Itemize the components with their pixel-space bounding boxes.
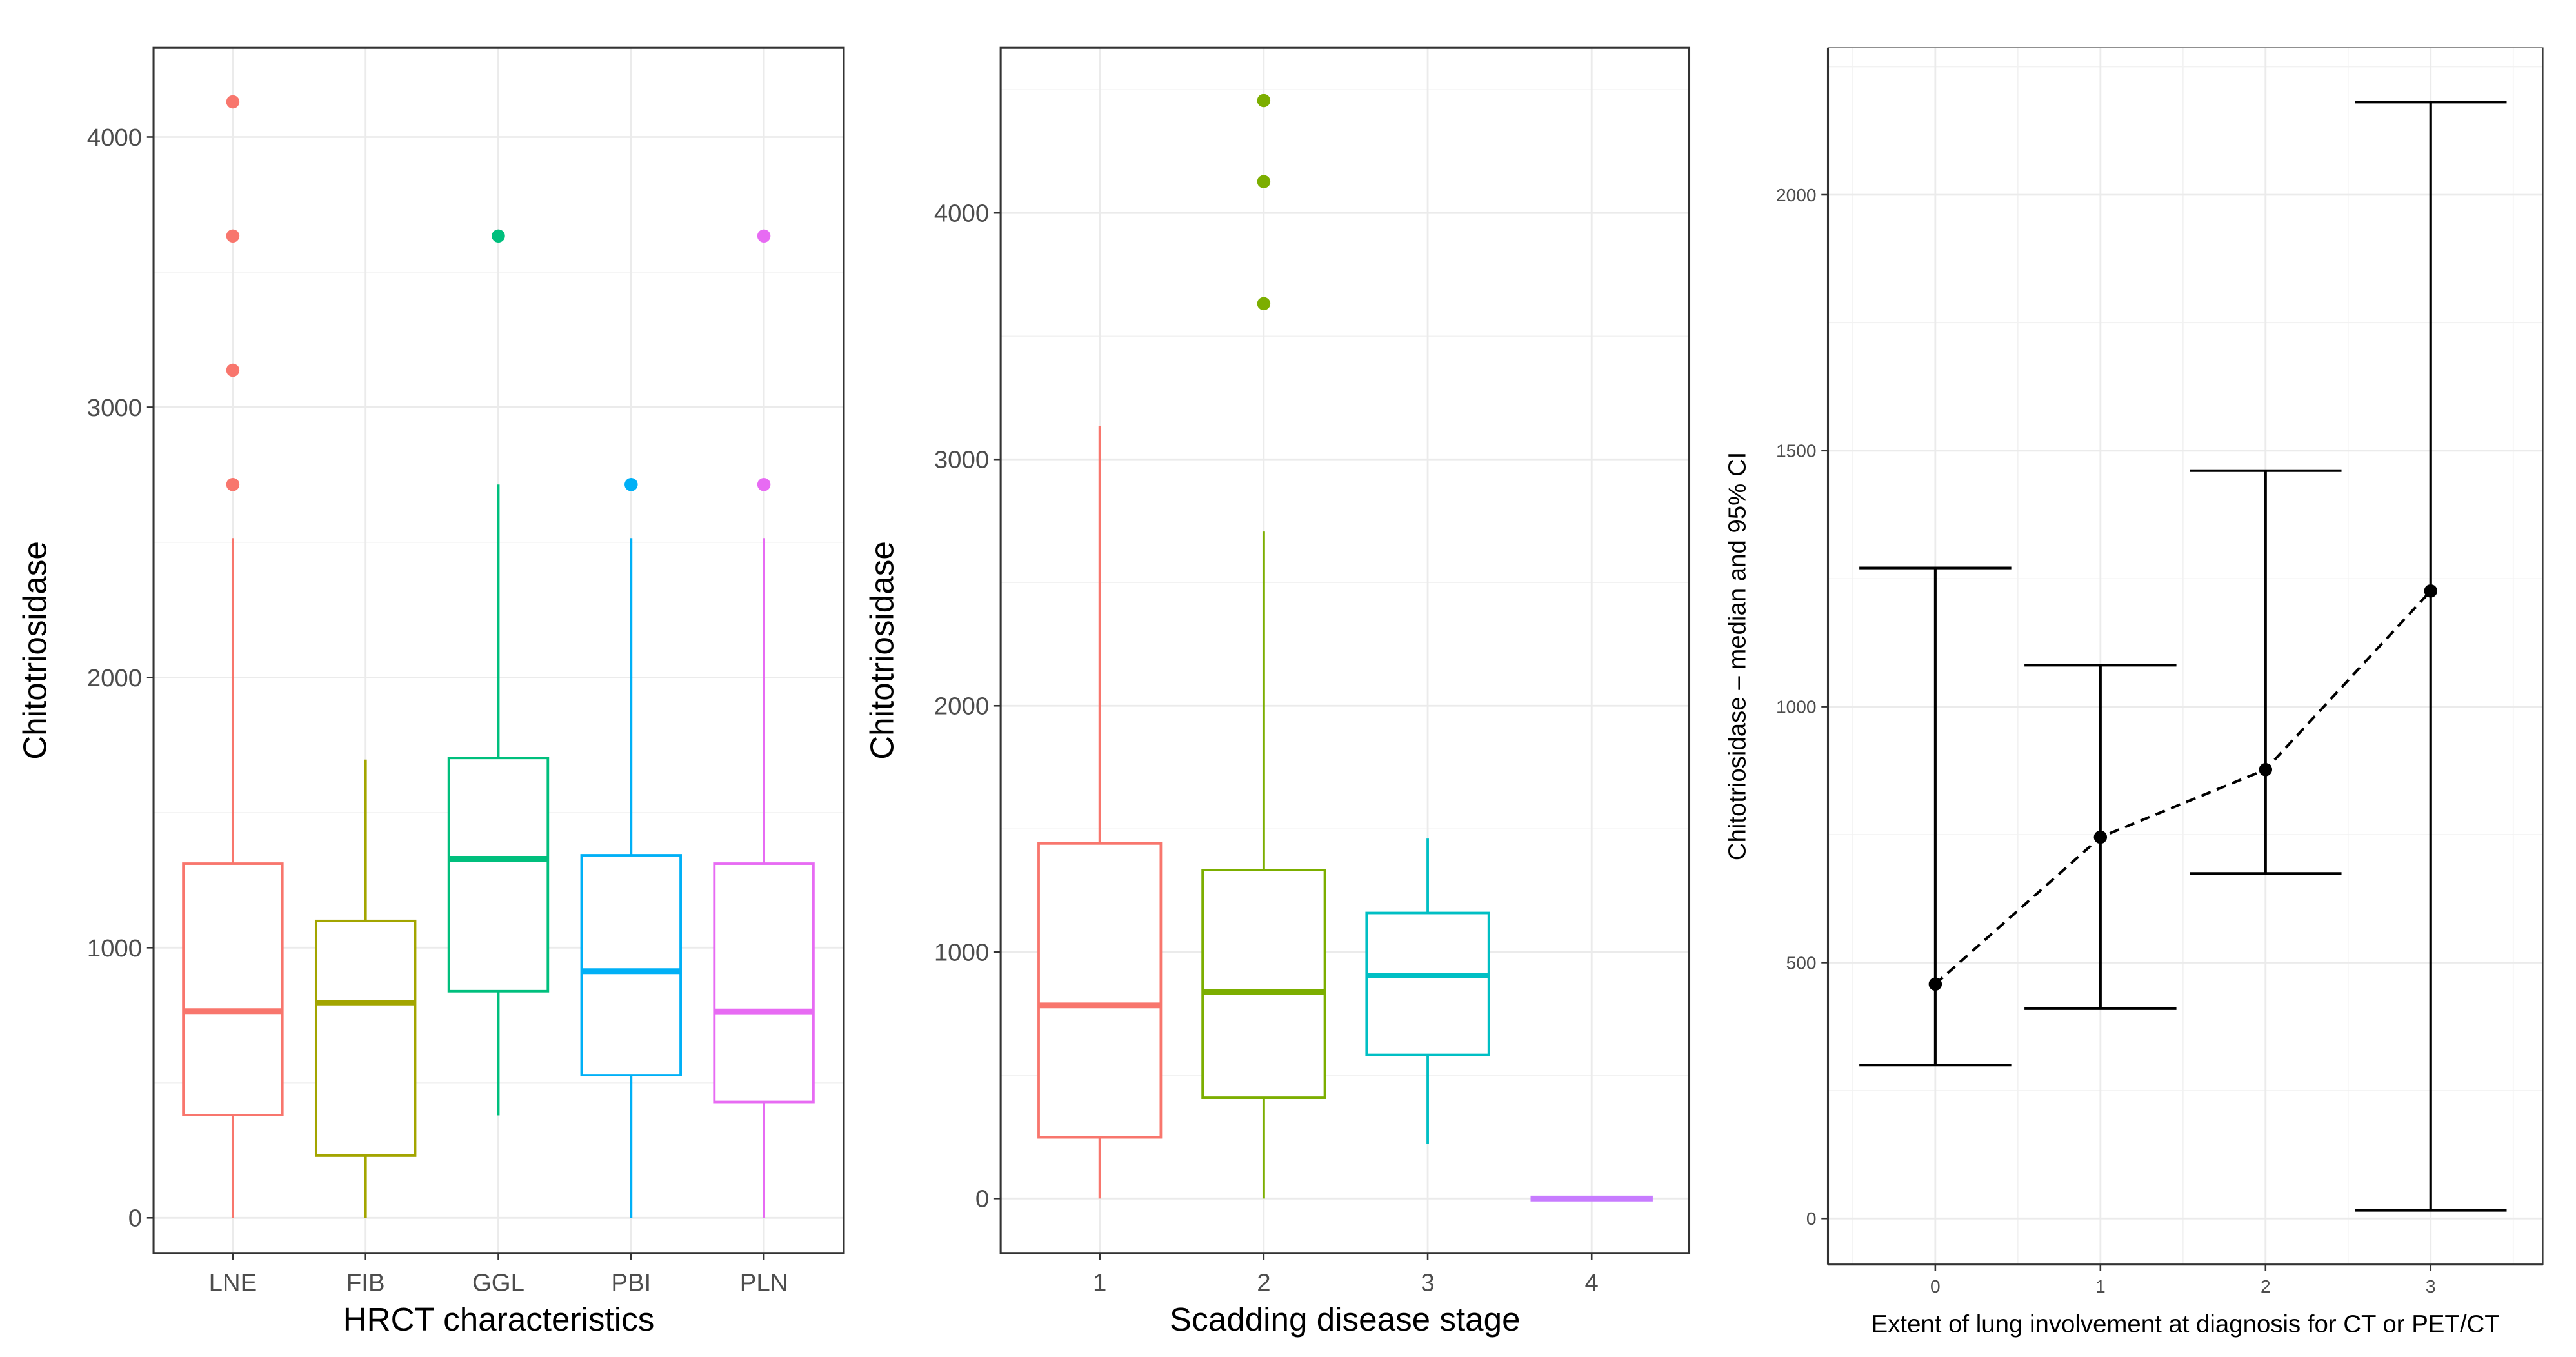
x-tick-label: 0	[1930, 1276, 1941, 1296]
panel-border	[999, 46, 1691, 1254]
x-tick-label: 1	[1093, 1269, 1106, 1297]
y-tick-label: 0	[975, 1185, 989, 1213]
x-tick-label: PLN	[740, 1269, 788, 1297]
box-3	[1365, 838, 1490, 1144]
median-point	[2093, 830, 2108, 844]
x-axis-title: HRCT characteristics	[343, 1301, 655, 1338]
outlier-point	[226, 229, 240, 243]
iqr-box	[1201, 869, 1326, 1099]
x-tick-label: 4	[1585, 1269, 1599, 1297]
median-point	[2424, 584, 2437, 598]
outlier-point	[1257, 297, 1271, 311]
y-tick-label: 2000	[1776, 185, 1817, 205]
iqr-box	[580, 854, 682, 1076]
iqr-box	[447, 757, 550, 993]
y-tick-label: 1000	[934, 939, 989, 967]
plot-background	[1828, 48, 2543, 1265]
iqr-box	[713, 862, 815, 1104]
x-axis-title: Extent of lung involvement at diagnosis …	[1872, 1311, 2500, 1338]
median-trend-line	[1934, 589, 2432, 986]
y-tick-label: 2000	[934, 693, 989, 720]
y-axis-title: Chitotriosidase	[864, 541, 901, 760]
errorbar-3	[2355, 101, 2507, 1212]
outlier-point	[226, 95, 240, 109]
outlier-point	[757, 478, 771, 491]
y-tick-label: 1000	[1776, 697, 1817, 717]
y-tick-label: 3000	[87, 394, 142, 422]
iqr-box	[1037, 842, 1163, 1139]
y-tick-label: 0	[128, 1205, 142, 1233]
y-tick-label: 2000	[87, 664, 142, 692]
x-tick-label: GGL	[472, 1269, 524, 1297]
y-tick-label: 500	[1786, 953, 1817, 973]
outlier-point	[1257, 94, 1271, 108]
outlier-point	[1257, 175, 1271, 188]
y-tick-label: 0	[1806, 1209, 1817, 1229]
outlier-point	[226, 363, 240, 377]
x-tick-label: 3	[1421, 1269, 1434, 1297]
outlier-point	[492, 229, 505, 243]
outlier-point	[624, 478, 638, 491]
outlier-point	[226, 478, 240, 491]
median-point	[1928, 977, 1942, 991]
y-tick-label: 4000	[934, 200, 989, 228]
panel-border	[152, 46, 845, 1254]
box-1	[1037, 426, 1163, 1199]
x-tick-label: 3	[2426, 1276, 2436, 1296]
box-PLN	[713, 229, 815, 1218]
y-tick-label: 4000	[87, 124, 142, 152]
x-tick-label: PBI	[611, 1269, 651, 1297]
y-tick-label: 1500	[1776, 441, 1817, 461]
x-axis-title: Scadding disease stage	[1170, 1301, 1521, 1338]
outlier-point	[757, 229, 771, 243]
y-axis-title: Chitotriosidase – median and 95% CI	[1724, 452, 1752, 861]
x-tick-label: FIB	[346, 1269, 385, 1297]
x-tick-label: LNE	[209, 1269, 257, 1297]
errorbar-2	[2190, 469, 2342, 875]
iqr-box	[182, 862, 284, 1116]
y-tick-label: 3000	[934, 446, 989, 474]
x-tick-label: 2	[1257, 1269, 1270, 1297]
x-tick-label: 1	[2095, 1276, 2106, 1296]
box-2	[1201, 94, 1326, 1199]
iqr-box	[314, 919, 417, 1157]
x-tick-label: 2	[2261, 1276, 2271, 1296]
panel-1: 0 1000 2000 3000 4000 LNE FIB GGL PBI PLN HRCT cha…	[17, 46, 845, 1338]
y-tick-label: 1000	[87, 935, 142, 962]
panel-border	[1827, 47, 2544, 1265]
median-point	[2259, 762, 2273, 777]
box-FIB	[314, 759, 417, 1218]
box-PBI	[580, 478, 682, 1218]
iqr-box	[1365, 911, 1490, 1056]
y-axis-title: Chitotriosidase	[17, 541, 54, 760]
panel-3: 0 500 1000 1500 2000 0 1 2 3 Extent of lung invol…	[1724, 47, 2544, 1338]
panel-2: 0 1000 2000 3000 4000 1 2 3 4 Scadding disease st…	[864, 46, 1691, 1338]
box-LNE	[182, 95, 284, 1218]
box-GGL	[447, 229, 550, 1116]
